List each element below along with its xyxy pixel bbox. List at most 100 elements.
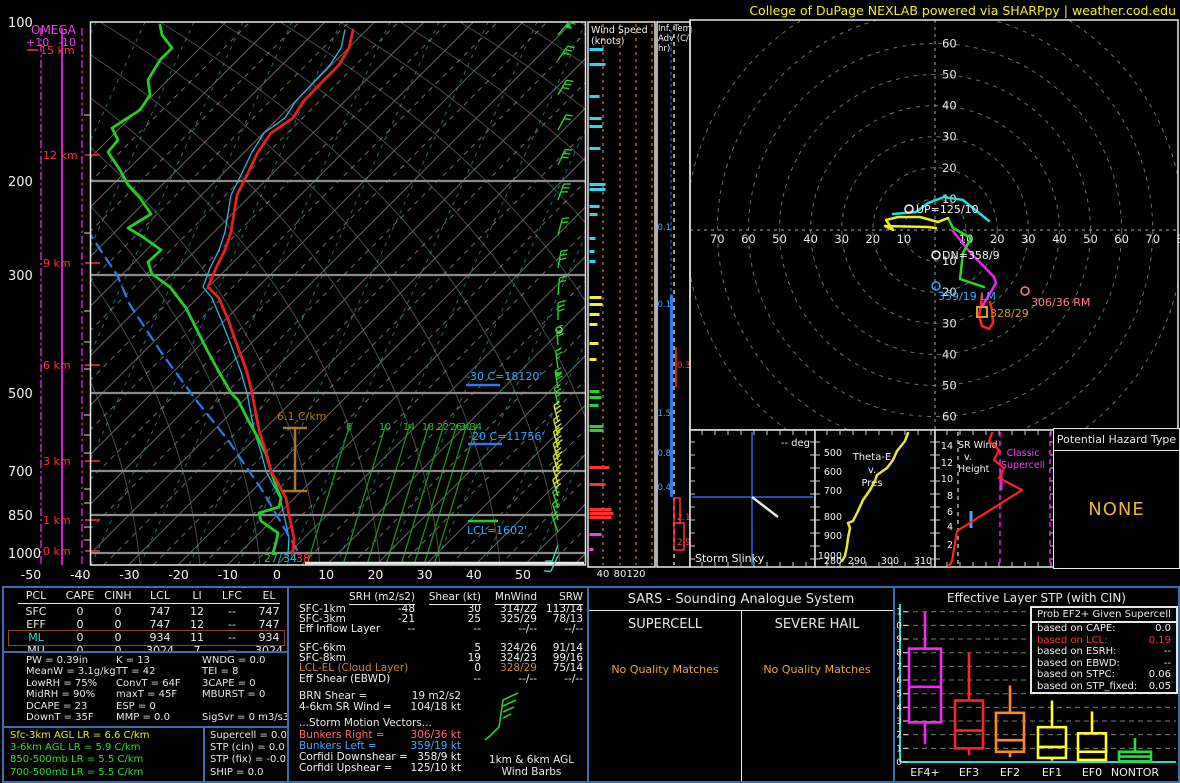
- composite-index: Supercell = 0.0: [210, 730, 287, 741]
- svg-text:38: 38: [296, 552, 310, 565]
- parcel-header-row: PCL CAPE CINH LCL LI LFC EL: [25, 589, 276, 602]
- stp-legend-row: based on EBWD: --: [1037, 657, 1171, 669]
- svg-text:80: 80: [614, 569, 627, 580]
- kinematics-value: 99/16: [552, 652, 583, 664]
- hazard-title: Potential Hazard Type: [1054, 429, 1179, 451]
- svg-text:60: 60: [942, 410, 957, 424]
- svg-text:14: 14: [403, 422, 415, 433]
- svg-text:700: 700: [824, 486, 842, 497]
- svg-text:200: 200: [8, 175, 33, 190]
- wind-barb-icon: [551, 510, 560, 533]
- storm-slinky-panel: -- deg Storm Slinky: [689, 429, 816, 568]
- index-value: TEI = 8: [202, 666, 239, 678]
- index-value: DownT = 35F: [26, 712, 94, 723]
- motion-wind-barbs-icon: [484, 692, 519, 741]
- kinematics-value: 78/13: [552, 613, 583, 625]
- kinematics-row-label: SFC-3km: [299, 613, 346, 625]
- stp-legend-row: based on CAPE: 0.0: [1037, 623, 1171, 634]
- index-value: maxT = 45F: [116, 689, 178, 701]
- svg-text:14: 14: [941, 441, 953, 452]
- svg-text:-- deg: -- deg: [781, 438, 810, 449]
- kinematics-row-label: LCL-EL (Cloud Layer): [299, 662, 409, 674]
- sars-status-hail: No Quality Matches: [763, 663, 871, 676]
- brn-value: 104/18 kt: [410, 701, 461, 713]
- svg-text:OMEGA: OMEGA: [31, 23, 77, 37]
- stp-legend-row: based on LCL: 0.19: [1037, 634, 1171, 646]
- ml-highlight-box: [8, 630, 285, 646]
- kinematics-value: 328/29: [500, 662, 537, 674]
- brn-label: BRN Shear =: [299, 690, 368, 702]
- svg-text:20: 20: [942, 161, 957, 175]
- svg-text:4: 4: [896, 703, 902, 713]
- svg-text:Supercell: Supercell: [1001, 460, 1045, 471]
- svg-text:DN=358/9: DN=358/9: [942, 249, 1000, 262]
- svg-text:500: 500: [824, 448, 842, 459]
- index-value: MBURST = 0: [202, 689, 266, 701]
- svg-text:300: 300: [881, 556, 899, 567]
- wind-barb-icon: [553, 400, 563, 423]
- sars-col-hail: SEVERE HAIL: [774, 617, 860, 632]
- svg-text:60: 60: [942, 36, 957, 50]
- composite-block: Supercell = 0.0 STP (cin) = 0.0 STP (fix) …: [203, 726, 289, 783]
- svg-text:0: 0: [896, 758, 902, 768]
- kinematics-value: --/--: [518, 673, 537, 685]
- index-value: PW = 0.39in: [26, 655, 89, 666]
- svg-text:Storm Slinky: Storm Slinky: [695, 552, 765, 565]
- svg-text:9 km: 9 km: [43, 257, 71, 270]
- svg-text:1000: 1000: [8, 547, 41, 562]
- wind-barb-icon: [554, 367, 563, 389]
- wind-barb-icon: [557, 217, 570, 236]
- svg-text:hr): hr): [658, 44, 670, 54]
- svg-text:4: 4: [947, 522, 953, 533]
- motion-value: 358/9 kt: [417, 751, 461, 763]
- kinematics-value: 314/22: [500, 603, 537, 615]
- svg-text:10: 10: [897, 232, 912, 246]
- kinematics-value: --: [407, 623, 415, 635]
- svg-text:26: 26: [450, 422, 462, 433]
- wind-barb-icon: [555, 324, 564, 346]
- lapse-rate: 850-500mb LR = 5.5 C/km: [10, 754, 144, 766]
- svg-text:700: 700: [8, 465, 33, 480]
- svg-text:10: 10: [895, 621, 902, 631]
- svg-text:500: 500: [8, 387, 33, 402]
- svg-text:EF3: EF3: [959, 766, 979, 779]
- svg-text:120: 120: [626, 569, 645, 580]
- svg-text:6 km: 6 km: [43, 359, 71, 372]
- svg-text:30: 30: [417, 567, 433, 582]
- index-value: ConvT = 64F: [116, 677, 181, 689]
- kinematics-value: --: [473, 623, 481, 635]
- svg-text:60: 60: [741, 232, 756, 246]
- wind-barb-icon: [557, 45, 575, 61]
- svg-text:22: 22: [437, 422, 449, 433]
- svg-text:20: 20: [990, 232, 1005, 246]
- motion-value: 359/19 kt: [410, 740, 461, 752]
- sars-divider: [741, 610, 742, 781]
- sars-panel: SARS - Sounding Analogue System SUPERCEL…: [587, 586, 895, 783]
- stp-legend-row: based on STPC: 0.06: [1037, 669, 1171, 680]
- svg-text:Adv (C/: Adv (C/: [658, 34, 689, 44]
- credit-link[interactable]: College of DuPage NEXLAB powered via SHA…: [749, 3, 1176, 18]
- svg-text:+10: +10: [26, 36, 49, 49]
- svg-text:1000: 1000: [818, 551, 842, 562]
- svg-text:70: 70: [1145, 232, 1160, 246]
- svg-text:10: 10: [941, 474, 953, 485]
- wind-barb-icon: [557, 183, 571, 201]
- wind-barb-icon: [557, 21, 576, 36]
- svg-text:34: 34: [283, 552, 297, 565]
- sars-col-supercell: SUPERCELL: [628, 617, 702, 632]
- svg-text:300: 300: [8, 269, 33, 284]
- svg-text:3: 3: [896, 717, 902, 727]
- svg-text:850: 850: [8, 509, 33, 524]
- wind-barb-icon: [557, 299, 565, 320]
- parcel-row: SFC 0 0 747 12 -- 747: [25, 605, 280, 618]
- svg-text:306/36 RM: 306/36 RM: [1031, 296, 1090, 309]
- wind-barb-icon: [557, 249, 568, 269]
- svg-text:7: 7: [896, 662, 902, 672]
- wind-barb-icon: [557, 79, 574, 96]
- svg-text:Height: Height: [958, 464, 990, 475]
- kinematics-value: 324/26: [500, 642, 537, 654]
- wind-barb-icon: [554, 347, 563, 369]
- kinematics-value: --/--: [564, 673, 583, 685]
